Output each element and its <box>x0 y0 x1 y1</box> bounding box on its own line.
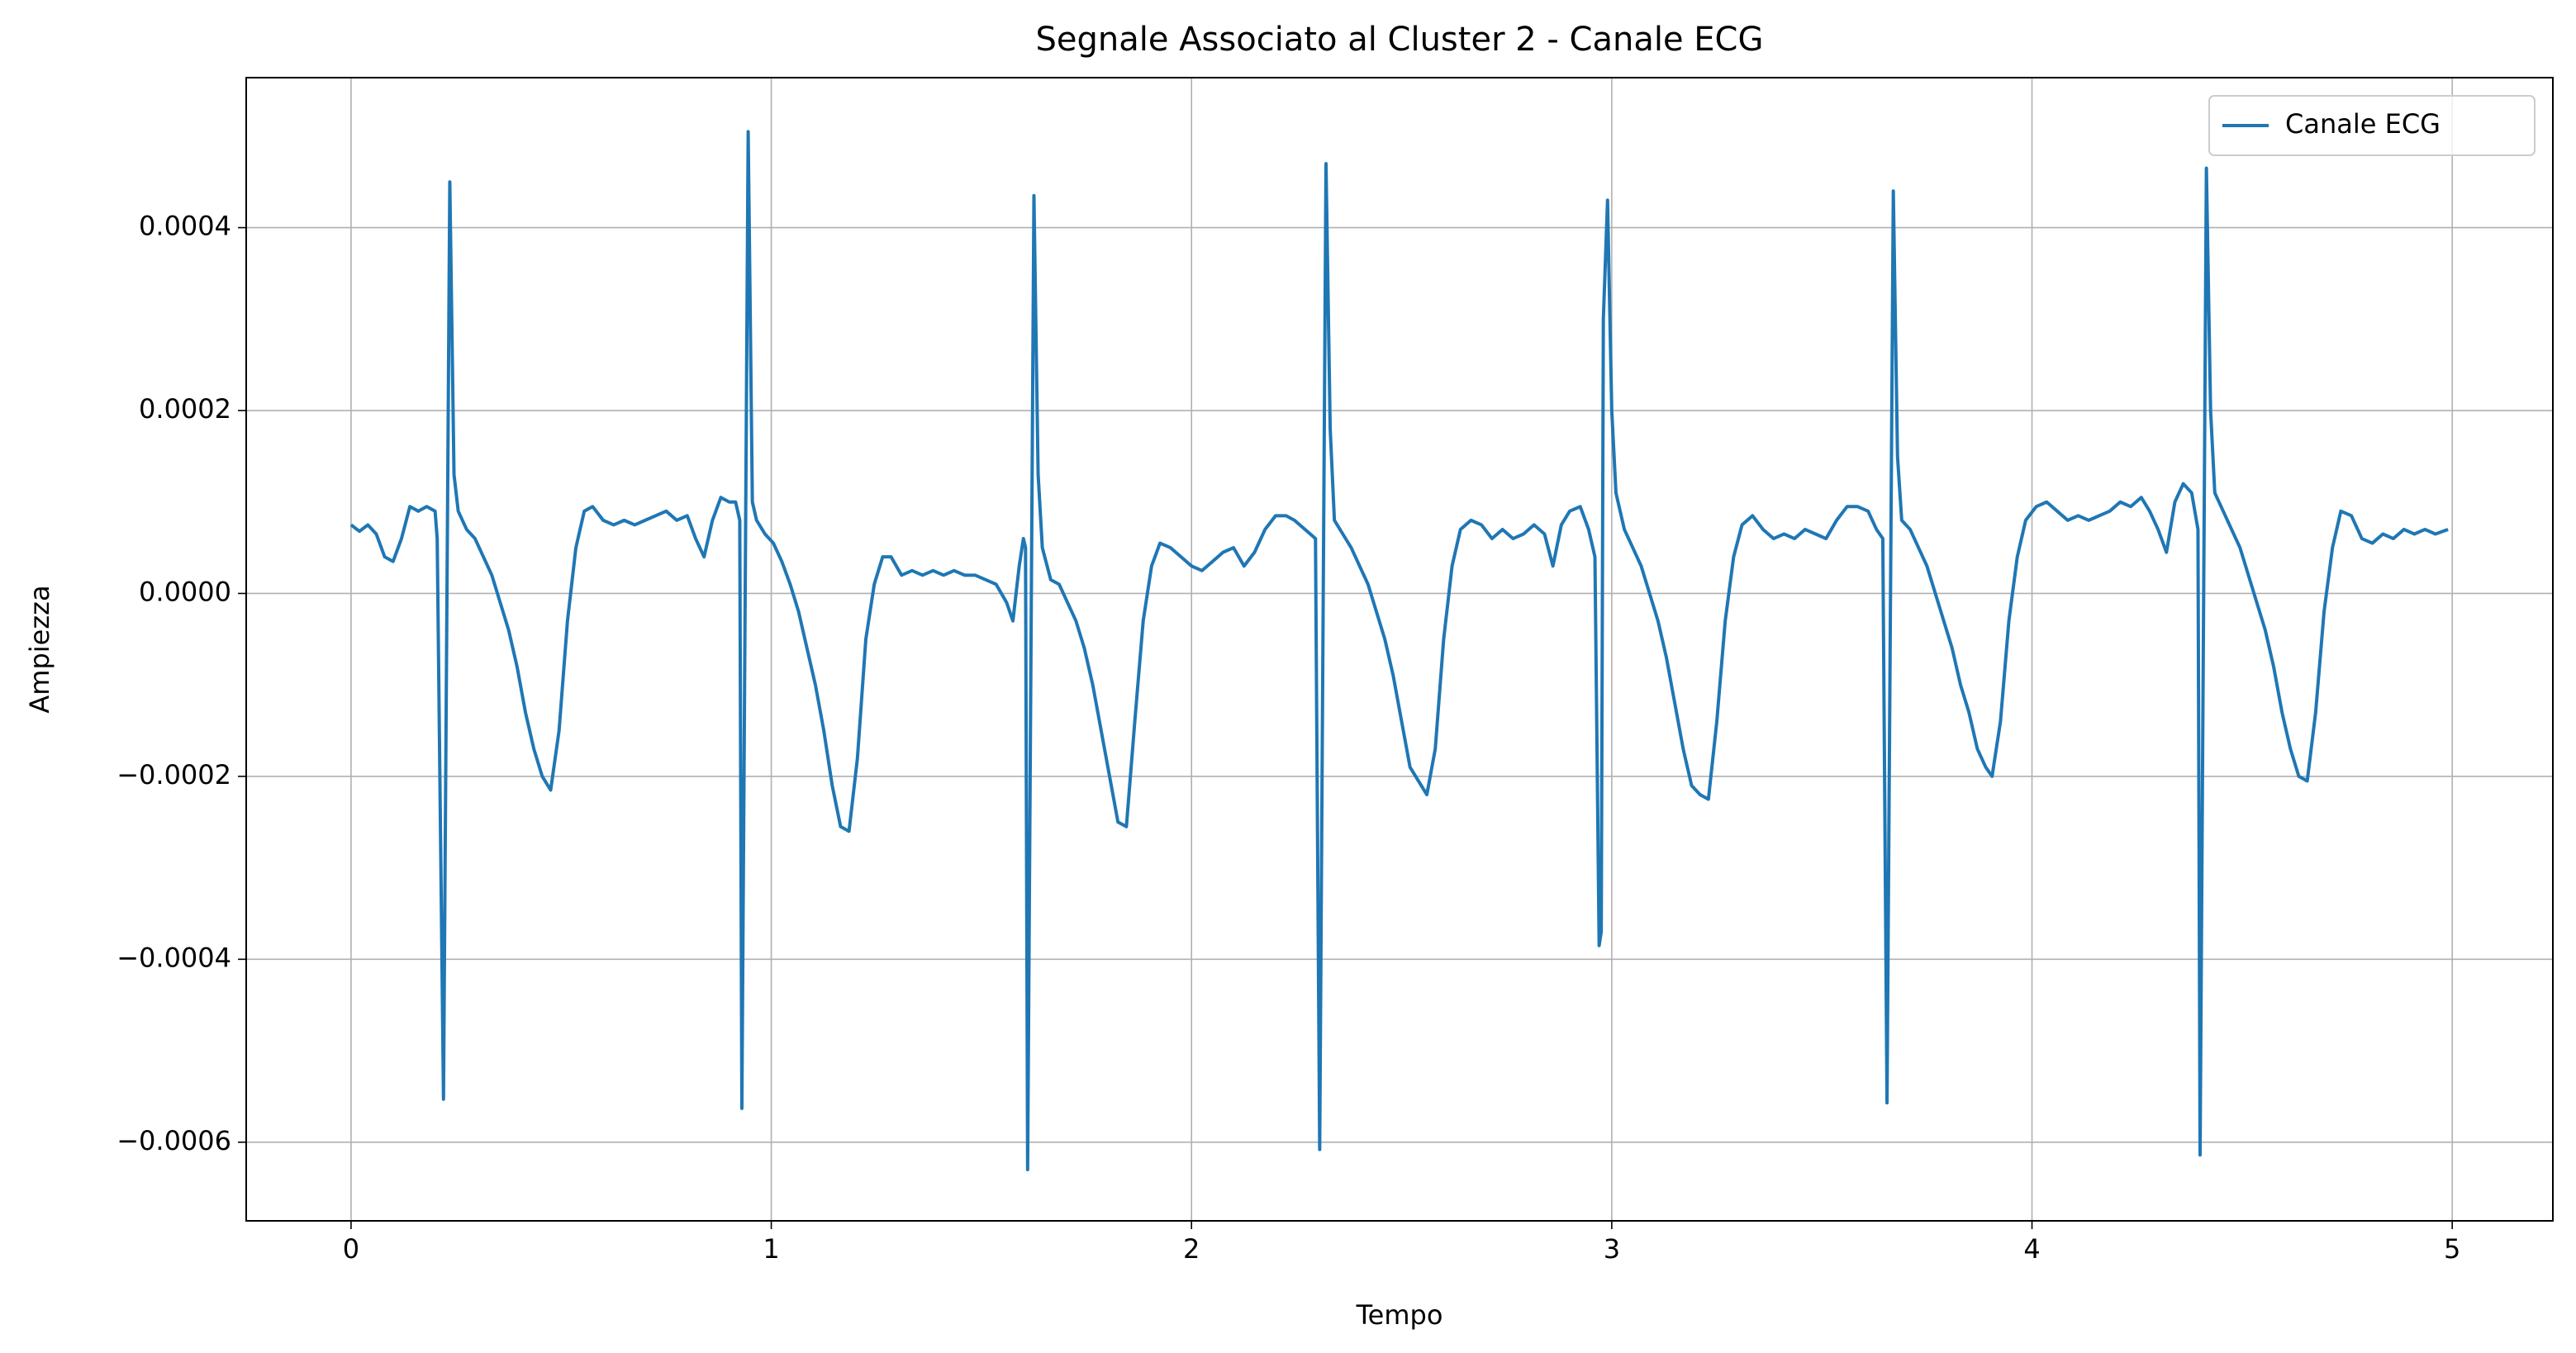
chart-title: Segnale Associato al Cluster 2 - Canale … <box>1036 21 1764 59</box>
y-tick-label: −0.0006 <box>116 1125 231 1156</box>
axes-frame <box>245 77 2554 1222</box>
data-line <box>349 130 2449 1171</box>
x-tick-label: 4 <box>2023 1233 2040 1265</box>
x-tick-label: 3 <box>1604 1233 1620 1265</box>
x-tick-label: 0 <box>343 1233 359 1265</box>
legend-box <box>2208 95 2536 156</box>
legend-label: Canale ECG <box>2285 108 2441 140</box>
y-tick-label: 0.0004 <box>139 211 231 242</box>
x-tick-label: 2 <box>1183 1233 1200 1265</box>
x-axis-label: Tempo <box>1356 1299 1443 1331</box>
y-tick-label: 0.0000 <box>139 576 231 607</box>
x-tick-label: 5 <box>2444 1233 2460 1265</box>
y-axis-label: Ampiezza <box>24 585 55 713</box>
y-tick-label: −0.0002 <box>116 759 231 790</box>
x-tick-label: 1 <box>763 1233 779 1265</box>
y-tick-label: 0.0002 <box>139 393 231 425</box>
y-tick-label: −0.0004 <box>116 942 231 973</box>
